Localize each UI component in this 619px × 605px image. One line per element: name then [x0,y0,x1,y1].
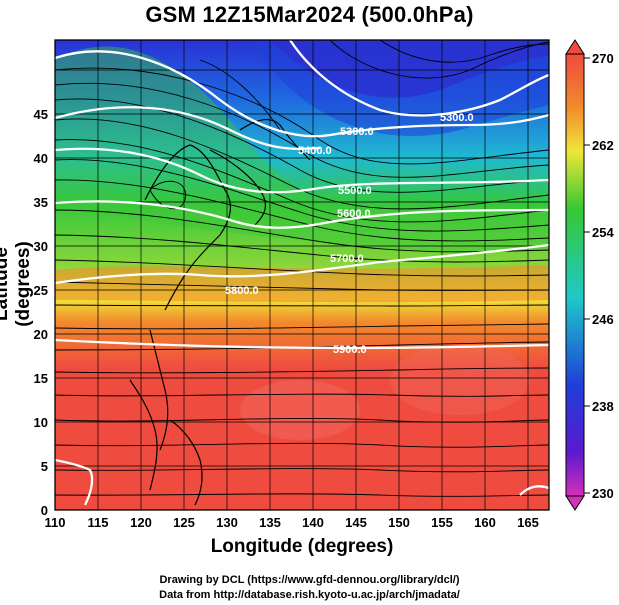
x-tick: 140 [302,515,324,530]
x-tick: 120 [130,515,152,530]
contour-labels: 5300.0 5300.0 5400.0 5500.0 5600.0 5700.… [225,112,474,356]
map-title: GSM 12Z15Mar2024 (500.0hPa) [145,2,474,27]
plot-frame [54,39,550,511]
coastlines [129,118,311,506]
contour-label-5600: 5600.0 [337,208,371,220]
colorbar-scale [565,53,585,497]
y-tick: 35 [34,195,48,210]
y-tick: 5 [41,459,48,474]
x-tick: 135 [259,515,281,530]
height-contours [55,40,549,506]
colorbar-label: 254 [592,225,614,240]
x-tick: 155 [431,515,453,530]
contour-label-5300b: 5300.0 [340,126,374,138]
wind-streamlines [55,40,549,497]
contour-label-5700: 5700.0 [330,253,364,265]
colorbar-top-arrow [565,39,585,55]
colorbar-bottom-arrow [565,495,585,511]
contour-label-5300: 5300.0 [440,112,474,124]
y-tick: 0 [41,503,48,518]
x-axis-label: Longitude (degrees) [210,536,394,557]
y-tick-labels: 0 5 10 15 20 25 30 35 40 45 [34,107,48,518]
contour-label-5500: 5500.0 [338,185,372,197]
x-tick: 150 [388,515,410,530]
x-tick: 145 [345,515,367,530]
x-tick: 130 [216,515,238,530]
y-tick: 10 [34,415,48,430]
colorbar-label: 238 [592,399,614,414]
contour-label-5900: 5900.0 [333,344,367,356]
contour-label-5800: 5800.0 [225,285,259,297]
y-tick: 40 [34,151,48,166]
colorbar-label: 230 [592,486,614,501]
colorbar-label: 262 [592,138,614,153]
x-tick: 160 [474,515,496,530]
colorbar-label: 246 [592,312,614,327]
y-tick: 25 [34,283,48,298]
x-tick: 115 [88,515,109,530]
y-tick: 20 [34,327,48,342]
x-tick: 110 [45,515,66,530]
y-tick: 45 [34,107,48,122]
y-tick: 30 [34,239,48,254]
x-tick: 165 [517,515,539,530]
credit-drawing: Drawing by DCL (https://www.gfd-dennou.o… [159,574,460,586]
y-tick: 15 [34,371,48,386]
credit-data-source: Data from http://database.rish.kyoto-u.a… [159,589,460,601]
colorbar-label: 270 [592,51,614,66]
x-tick-labels: 110 115 120 125 130 135 140 145 150 155 … [45,515,539,530]
x-tick: 125 [173,515,195,530]
colorbar: 270 262 254 246 238 230 [565,39,614,511]
contour-label-5400: 5400.0 [298,145,332,157]
